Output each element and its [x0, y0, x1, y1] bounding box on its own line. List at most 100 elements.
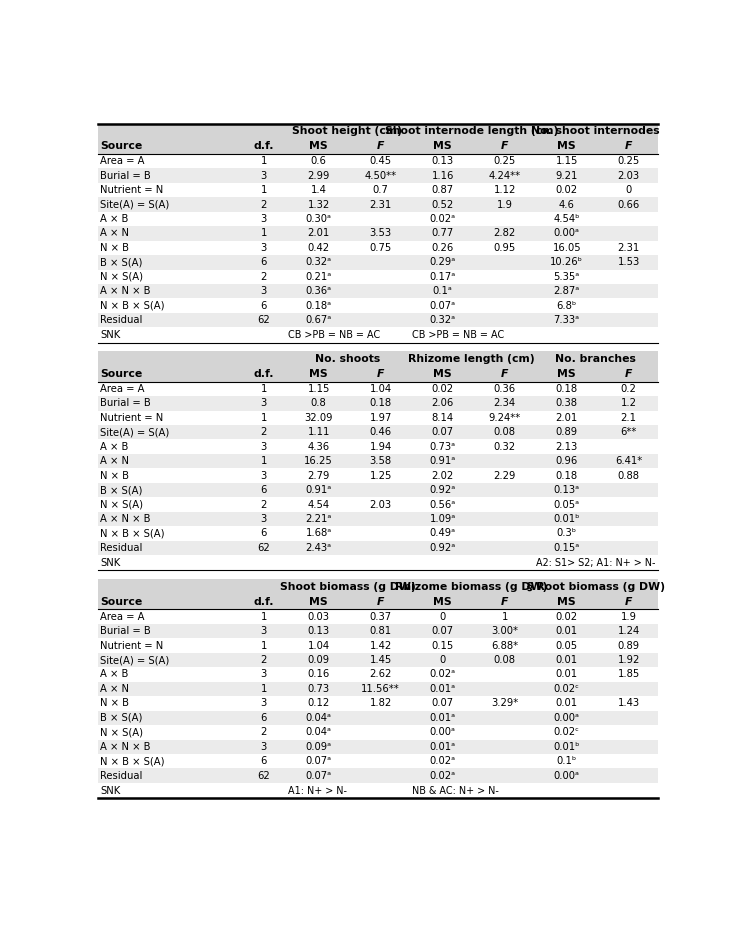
Bar	[98, 124, 657, 139]
Text: 0.18: 0.18	[556, 470, 578, 481]
Bar	[98, 366, 657, 381]
Text: 0.36: 0.36	[494, 384, 516, 393]
Text: 0.77: 0.77	[431, 228, 454, 239]
Text: 3: 3	[261, 441, 267, 452]
Text: 1: 1	[261, 156, 267, 166]
Bar	[98, 425, 657, 439]
Text: 0.36ᵃ: 0.36ᵃ	[306, 286, 332, 297]
Text: 16.25: 16.25	[304, 456, 333, 466]
Text: N × B: N × B	[100, 243, 129, 253]
Bar	[98, 439, 657, 454]
Text: 0.02ᶜ: 0.02ᶜ	[553, 684, 579, 694]
Text: 0: 0	[439, 655, 446, 665]
Bar	[98, 623, 657, 639]
Text: Burial = B: Burial = B	[100, 171, 151, 180]
Text: Residual: Residual	[100, 316, 142, 325]
Text: 2.62: 2.62	[369, 670, 392, 680]
Text: No. shoots: No. shoots	[315, 354, 380, 364]
Text: 6: 6	[261, 485, 267, 495]
Text: 0.30ᵃ: 0.30ᵃ	[306, 214, 332, 224]
Text: A × B: A × B	[100, 441, 128, 452]
Text: 0.92ᵃ: 0.92ᵃ	[430, 485, 455, 495]
Text: 0: 0	[626, 185, 632, 195]
Text: 0.95: 0.95	[494, 243, 516, 253]
Text: 0.73: 0.73	[307, 684, 329, 694]
Text: 0.91ᵃ: 0.91ᵃ	[305, 485, 332, 495]
Text: MS: MS	[557, 369, 576, 379]
Text: 0.75: 0.75	[369, 243, 392, 253]
Text: 1.82: 1.82	[369, 699, 392, 708]
Text: 3.53: 3.53	[369, 228, 391, 239]
Text: 4.6: 4.6	[559, 199, 575, 209]
Text: 0.08: 0.08	[494, 655, 516, 665]
Bar	[98, 512, 657, 526]
Text: 3: 3	[261, 699, 267, 708]
Text: 0.66: 0.66	[618, 199, 640, 209]
Text: 0.1ᵇ: 0.1ᵇ	[556, 756, 577, 766]
Text: MS: MS	[433, 141, 452, 151]
Text: Nutrient = N: Nutrient = N	[100, 185, 164, 195]
Text: 0.09ᵃ: 0.09ᵃ	[306, 742, 332, 752]
Text: CB >PB = NB = AC: CB >PB = NB = AC	[412, 330, 504, 340]
Text: 3: 3	[261, 214, 267, 224]
Text: 1: 1	[261, 228, 267, 239]
Text: N × B: N × B	[100, 699, 129, 708]
Bar	[98, 139, 657, 154]
Text: Residual: Residual	[100, 771, 142, 780]
Text: 1.9: 1.9	[497, 199, 513, 209]
Text: 0.07: 0.07	[432, 699, 454, 708]
Text: 0.1ᵃ: 0.1ᵃ	[433, 286, 453, 297]
Text: 0.00ᵃ: 0.00ᵃ	[553, 771, 580, 780]
Text: 1.92: 1.92	[618, 655, 640, 665]
Bar	[98, 594, 657, 609]
Text: 0.89: 0.89	[556, 427, 578, 438]
Text: 3: 3	[261, 398, 267, 408]
Text: 0.05: 0.05	[556, 640, 578, 651]
Text: 0.49ᵃ: 0.49ᵃ	[430, 529, 455, 538]
Text: 0.32ᵃ: 0.32ᵃ	[430, 316, 455, 325]
Text: F: F	[377, 141, 384, 151]
Text: A × N: A × N	[100, 456, 129, 466]
Text: N × B × S(A): N × B × S(A)	[100, 529, 164, 538]
Text: 0.01: 0.01	[556, 670, 578, 680]
Text: 0.17ᵃ: 0.17ᵃ	[430, 271, 455, 282]
Text: 0.88: 0.88	[618, 470, 640, 481]
Text: 1.94: 1.94	[369, 441, 392, 452]
Text: Site(A) = S(A): Site(A) = S(A)	[100, 655, 170, 665]
Text: 0.26: 0.26	[431, 243, 454, 253]
Text: 1.53: 1.53	[618, 257, 640, 268]
Bar	[98, 240, 657, 255]
Text: 0.02ᵃ: 0.02ᵃ	[430, 214, 455, 224]
Text: 1.4: 1.4	[310, 185, 326, 195]
Text: 1: 1	[261, 611, 267, 622]
Bar	[98, 555, 657, 570]
Bar	[98, 653, 657, 668]
Text: 1.97: 1.97	[369, 413, 392, 423]
Text: 1.15: 1.15	[307, 384, 329, 393]
Text: 0.07: 0.07	[432, 427, 454, 438]
Text: F: F	[501, 369, 509, 379]
Text: 3: 3	[261, 286, 267, 297]
Bar	[98, 351, 657, 366]
Text: 0.42: 0.42	[307, 243, 329, 253]
Bar	[98, 226, 657, 240]
Text: 2.1: 2.1	[621, 413, 637, 423]
Text: No. branches: No. branches	[555, 354, 636, 364]
Text: 1.9: 1.9	[621, 611, 637, 622]
Text: 0.05ᵃ: 0.05ᵃ	[553, 500, 580, 510]
Text: F: F	[377, 597, 384, 607]
Text: MS: MS	[310, 597, 328, 607]
Text: 0.13ᵃ: 0.13ᵃ	[553, 485, 580, 495]
Text: 9.21: 9.21	[556, 171, 578, 180]
Text: N × S(A): N × S(A)	[100, 500, 143, 510]
Bar	[98, 381, 657, 396]
Text: 1.16: 1.16	[431, 171, 454, 180]
Text: 11.56**: 11.56**	[361, 684, 400, 694]
Bar	[98, 269, 657, 284]
Text: 0: 0	[439, 611, 446, 622]
Text: 1.32: 1.32	[307, 199, 329, 209]
Text: 6.8ᵇ: 6.8ᵇ	[556, 300, 577, 311]
Bar	[98, 783, 657, 798]
Text: 0.00ᵃ: 0.00ᵃ	[553, 228, 580, 239]
Bar	[98, 396, 657, 410]
